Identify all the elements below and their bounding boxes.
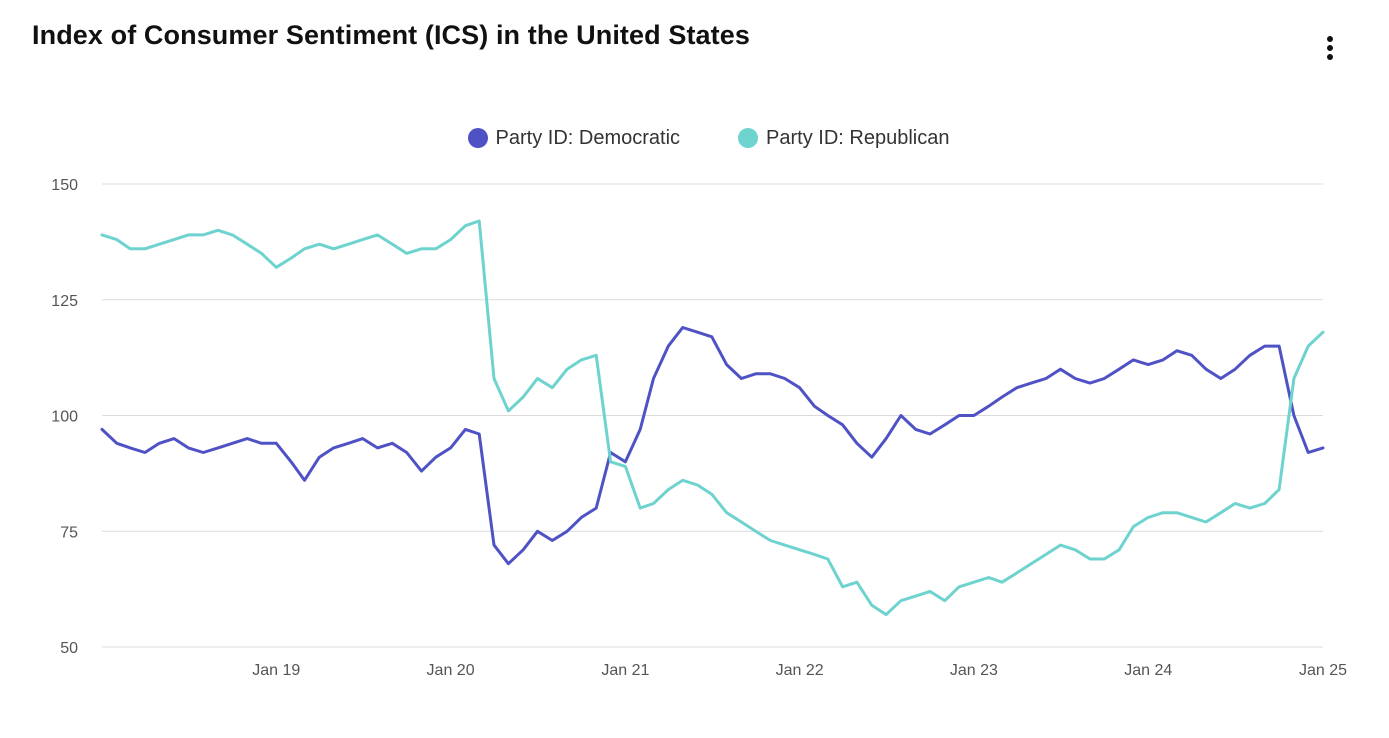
y-axis: 50 75 100 125 150 — [51, 177, 78, 657]
y-tick-label: 125 — [51, 293, 78, 310]
series-line-democratic[interactable] — [100, 326, 1325, 566]
y-tick-label: 150 — [51, 177, 78, 194]
y-tick-label: 75 — [60, 524, 78, 541]
x-tick-label: Jan 23 — [950, 662, 998, 679]
legend-swatch-democratic — [467, 128, 488, 148]
x-axis: Jan 19 Jan 20 Jan 21 Jan 22 Jan 23 Jan 24 Jan … — [252, 662, 1347, 679]
x-tick-label: Jan 25 — [1299, 662, 1347, 679]
chart-title: Index of Consumer Sentiment (ICS) in the… — [32, 20, 750, 50]
legend-swatch-republican — [738, 128, 759, 148]
chart-legend: Party ID: Democratic Party ID: Republica… — [0, 124, 1389, 152]
x-tick-label: Jan 21 — [601, 662, 649, 679]
legend-item-republican[interactable]: Party ID: Republican — [738, 127, 949, 150]
legend-label-democratic: Party ID: Democratic — [495, 126, 681, 149]
legend-label-republican: Party ID: Republican — [766, 126, 950, 149]
x-tick-label: Jan 20 — [427, 662, 475, 679]
series-line-republican[interactable] — [100, 219, 1325, 617]
vertical-ellipsis-icon — [1314, 36, 1346, 60]
y-tick-label: 100 — [51, 409, 78, 426]
legend-item-democratic[interactable]: Party ID: Democratic — [467, 126, 681, 150]
x-tick-label: Jan 24 — [1124, 662, 1172, 679]
y-tick-label: 50 — [60, 640, 78, 657]
x-tick-label: Jan 22 — [776, 662, 824, 679]
x-tick-label: Jan 19 — [252, 662, 300, 679]
series-lines — [100, 219, 1325, 617]
grid-lines — [102, 183, 1323, 648]
chart-menu-button[interactable] — [1314, 30, 1346, 66]
